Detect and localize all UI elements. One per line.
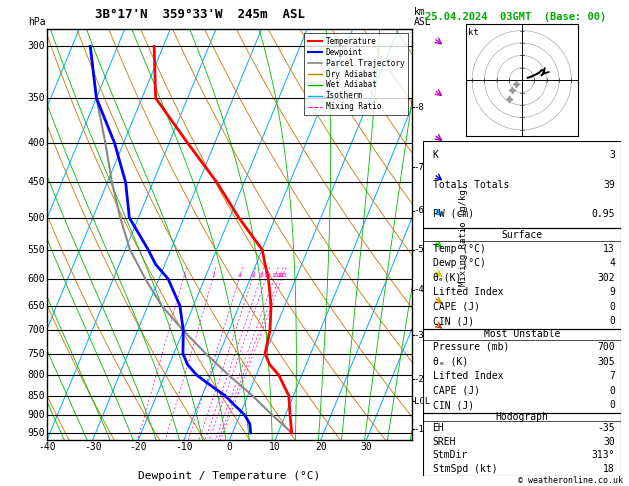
Text: Lifted Index: Lifted Index [433,287,503,297]
Text: -8: -8 [414,103,425,112]
Text: -4: -4 [414,285,425,294]
Text: Dewp (°C): Dewp (°C) [433,258,486,268]
Text: Pressure (mb): Pressure (mb) [433,342,509,352]
Text: 20: 20 [276,274,284,278]
Text: 550: 550 [28,244,45,255]
Text: 10: 10 [269,442,281,452]
Text: SREH: SREH [433,436,456,447]
Text: 450: 450 [28,177,45,187]
Text: 0: 0 [226,442,233,452]
Text: θₑ (K): θₑ (K) [433,357,468,366]
Text: 0: 0 [609,302,615,312]
Text: θₑ(K): θₑ(K) [433,273,462,283]
Text: EH: EH [433,423,444,433]
Text: 302: 302 [598,273,615,283]
Text: -35: -35 [598,423,615,433]
Text: 3B°17'N  359°33'W  245m  ASL: 3B°17'N 359°33'W 245m ASL [96,8,306,21]
Text: 600: 600 [28,274,45,284]
Text: 18: 18 [603,464,615,474]
Text: Surface: Surface [501,230,542,240]
Text: -20: -20 [130,442,147,452]
Text: 500: 500 [28,213,45,223]
Text: 2: 2 [212,274,216,278]
Text: 4: 4 [238,274,242,278]
Text: 25: 25 [279,274,287,278]
Text: 6: 6 [251,274,255,278]
Text: -10: -10 [175,442,193,452]
Text: Hodograph: Hodograph [495,412,548,422]
Text: -7: -7 [414,162,425,172]
Text: 4: 4 [609,258,615,268]
Text: 900: 900 [28,410,45,420]
Text: LCL: LCL [414,397,430,406]
Text: 950: 950 [28,428,45,438]
Text: K: K [433,151,438,160]
Text: 3: 3 [609,151,615,160]
Text: PW (cm): PW (cm) [433,208,474,219]
Text: Mixing Ratio (g/kg): Mixing Ratio (g/kg) [459,183,467,286]
Text: -6: -6 [414,207,425,215]
Text: -3: -3 [414,330,425,340]
Text: -2: -2 [414,375,425,384]
Text: 850: 850 [28,391,45,400]
Text: 750: 750 [28,348,45,359]
Text: © weatheronline.co.uk: © weatheronline.co.uk [518,476,623,485]
Text: Temp (°C): Temp (°C) [433,243,486,254]
Text: 1: 1 [182,274,186,278]
Text: 400: 400 [28,138,45,148]
Text: -1: -1 [414,425,425,434]
Text: 300: 300 [28,41,45,52]
Text: 9: 9 [609,287,615,297]
Text: 15: 15 [271,274,279,278]
Text: 0: 0 [609,400,615,410]
Text: 7: 7 [609,371,615,381]
Text: km
ASL: km ASL [414,7,431,27]
Text: hPa: hPa [28,17,45,27]
Text: -30: -30 [84,442,102,452]
Text: -40: -40 [38,442,56,452]
Text: 0: 0 [609,386,615,396]
Text: 13: 13 [603,243,615,254]
Text: 30: 30 [603,436,615,447]
Text: StmSpd (kt): StmSpd (kt) [433,464,497,474]
Text: 30: 30 [360,442,372,452]
Text: 10: 10 [263,274,270,278]
Text: CAPE (J): CAPE (J) [433,302,479,312]
Text: 20: 20 [315,442,326,452]
Text: Totals Totals: Totals Totals [433,179,509,190]
Text: 313°: 313° [591,451,615,461]
Text: 39: 39 [603,179,615,190]
Text: kt: kt [468,28,479,36]
Text: 305: 305 [598,357,615,366]
Text: CAPE (J): CAPE (J) [433,386,479,396]
Legend: Temperature, Dewpoint, Parcel Trajectory, Dry Adiabat, Wet Adiabat, Isotherm, Mi: Temperature, Dewpoint, Parcel Trajectory… [304,33,408,115]
Text: 700: 700 [28,326,45,335]
Text: 25.04.2024  03GMT  (Base: 00): 25.04.2024 03GMT (Base: 00) [425,12,606,22]
Text: CIN (J): CIN (J) [433,400,474,410]
Text: CIN (J): CIN (J) [433,316,474,327]
Text: 0: 0 [609,316,615,327]
Text: StmDir: StmDir [433,451,468,461]
Text: -5: -5 [414,245,425,254]
Text: Dewpoint / Temperature (°C): Dewpoint / Temperature (°C) [138,470,321,481]
Text: Most Unstable: Most Unstable [484,329,560,339]
Text: 800: 800 [28,370,45,380]
Text: 700: 700 [598,342,615,352]
Text: 350: 350 [28,93,45,103]
Text: Lifted Index: Lifted Index [433,371,503,381]
Text: 0.95: 0.95 [591,208,615,219]
Text: 8: 8 [259,274,263,278]
Text: 650: 650 [28,301,45,311]
